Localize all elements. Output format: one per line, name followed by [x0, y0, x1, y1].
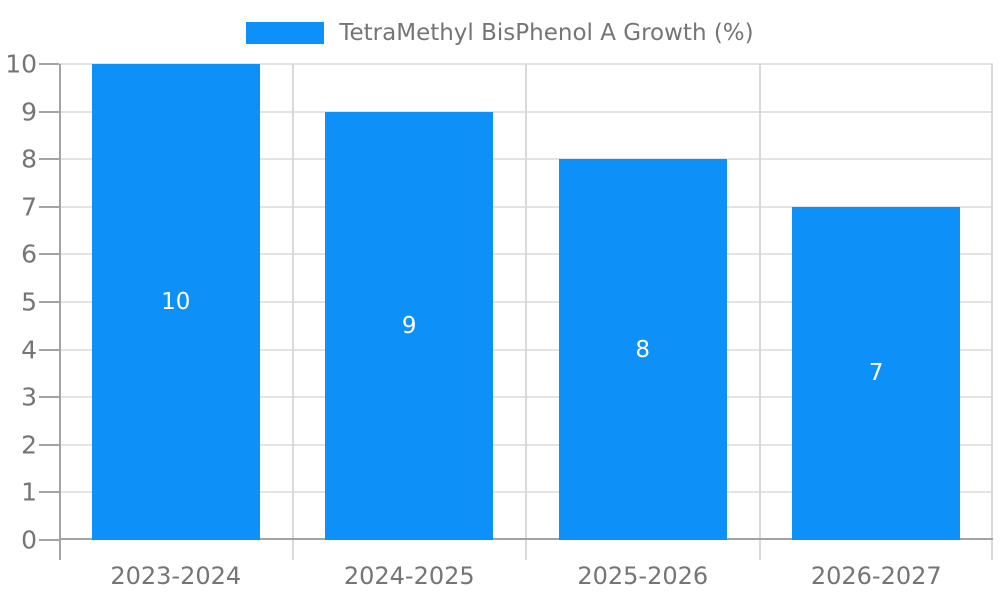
x-axis-line [59, 538, 993, 540]
y-tick-label: 4 [21, 335, 37, 365]
y-tick-label: 10 [5, 49, 37, 79]
category-separator [525, 64, 527, 540]
y-tick [39, 158, 59, 161]
legend-label: TetraMethyl BisPhenol A Growth (%) [339, 20, 754, 46]
y-tick [39, 63, 59, 65]
legend-swatch [246, 22, 325, 44]
bar: 9 [325, 111, 494, 540]
y-tick-label: 5 [21, 287, 37, 317]
x-tick-label: 2024-2025 [343, 562, 475, 590]
y-tick-label: 0 [21, 525, 37, 555]
y-axis-line [59, 64, 61, 560]
y-tick [39, 301, 59, 303]
y-tick-label: 3 [21, 382, 37, 412]
x-tick [991, 540, 993, 560]
y-tick [39, 396, 59, 399]
x-tick [758, 540, 761, 560]
y-tick-label: 8 [21, 144, 37, 174]
y-tick-label: 2 [21, 430, 37, 460]
y-tick [39, 110, 59, 113]
bar-value-label: 7 [868, 360, 884, 387]
bar: 10 [91, 64, 260, 540]
x-tick-label: 2026-2027 [810, 562, 942, 590]
legend: TetraMethyl BisPhenol A Growth (%) [0, 12, 1000, 54]
bar: 8 [558, 159, 727, 540]
x-tick [291, 540, 294, 560]
y-tick [39, 253, 59, 256]
y-tick [39, 205, 59, 208]
y-tick [39, 348, 59, 351]
plot-area: 10 9 8 7 [39, 63, 993, 560]
x-axis-labels: 2023-2024 2024-2025 2025-2026 2026-2027 [59, 560, 993, 592]
y-tick [39, 491, 59, 494]
bar-value-label: 10 [161, 289, 191, 315]
y-tick-label: 7 [21, 192, 37, 222]
x-tick-label: 2025-2026 [577, 562, 709, 590]
category-separator [758, 64, 761, 540]
bar: 7 [792, 206, 961, 540]
y-tick [39, 443, 59, 446]
y-tick-label: 1 [21, 477, 37, 507]
y-axis-labels: 0 1 2 3 4 5 6 7 8 9 10 [0, 52, 37, 553]
y-tick [39, 539, 59, 541]
category-separator [291, 64, 294, 540]
x-tick-label: 2023-2024 [110, 562, 242, 590]
x-tick [525, 540, 527, 560]
y-tick-label: 9 [21, 97, 37, 127]
bar-value-label: 8 [635, 336, 651, 363]
y-tick-label: 6 [21, 239, 37, 269]
category-separator [991, 64, 993, 540]
bar-value-label: 9 [401, 312, 417, 339]
